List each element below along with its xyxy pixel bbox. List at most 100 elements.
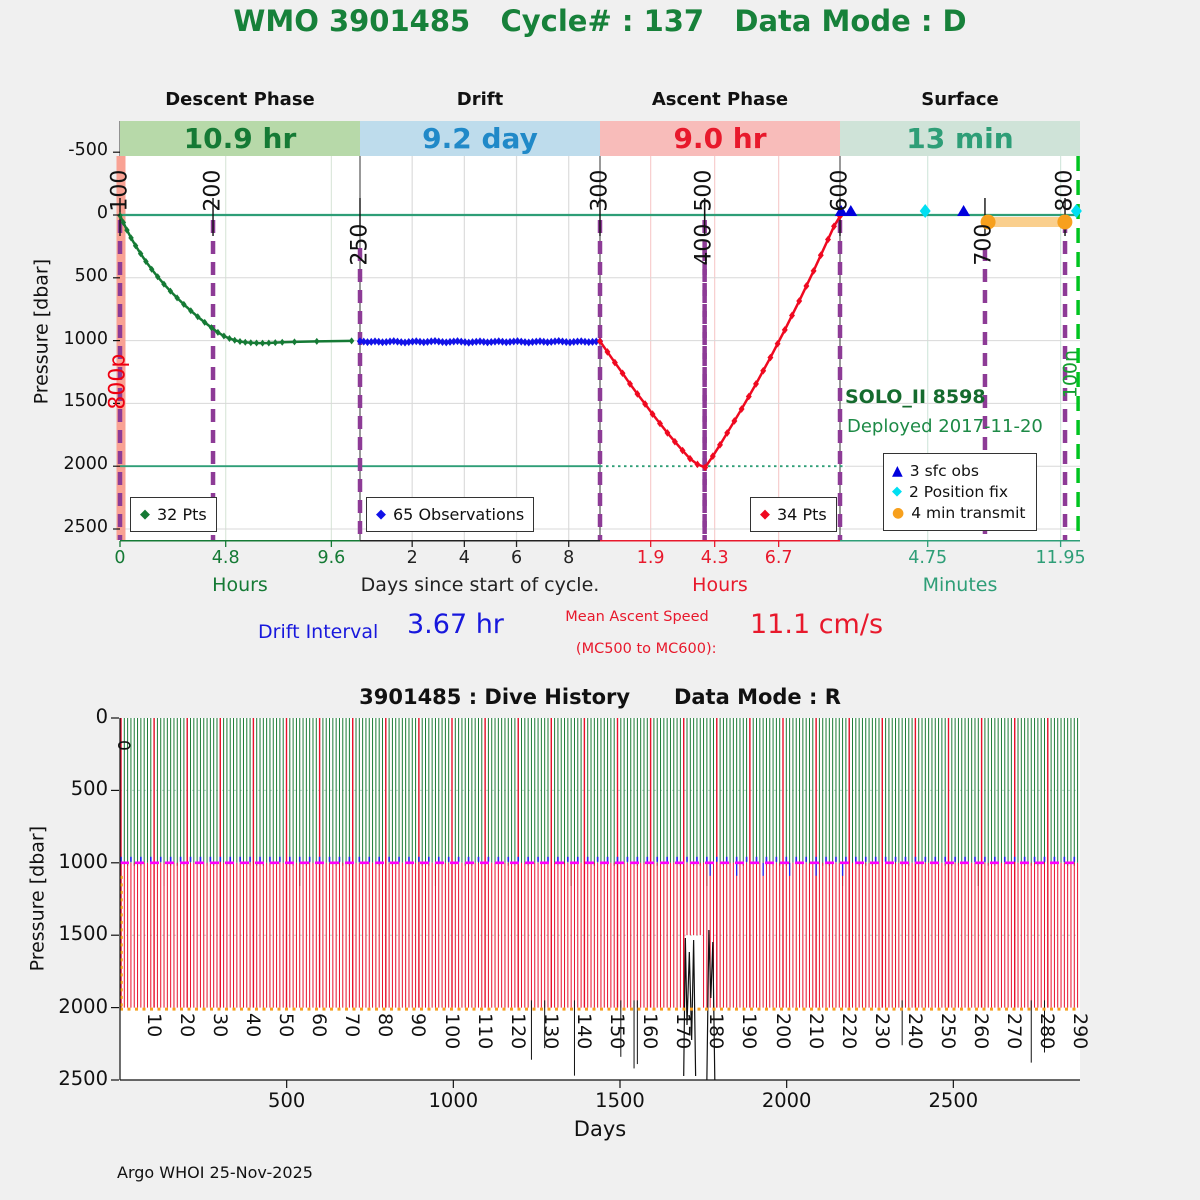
descent-point [221,332,227,340]
duration-badge-surface: 13 min [840,121,1080,156]
anomaly-cluster-trace [683,937,697,1077]
drift-point [544,338,551,347]
ascent-point [774,339,781,348]
ascent-speed-label-line1: Mean Ascent Speed [565,609,709,625]
drift-point [465,338,472,347]
drift-point [428,337,435,346]
ascent-point [604,348,611,356]
legend-ascent: ◆ 34 Pts [750,497,837,532]
ascent-point [810,267,817,275]
ascent-point [796,297,803,305]
anomaly-cluster-trace [706,929,716,1081]
duration-badge-descent: 10.9 hr [120,121,360,156]
drift-point [390,337,397,346]
x-axis-title-drift: Days since start of cycle. [360,574,600,596]
cycle-label-80: 80 [374,1013,397,1038]
drift-point [443,338,450,347]
mc-label-700: 700 [971,223,997,266]
sfc-obs-label: 3 sfc obs [909,461,979,480]
cycle-label-70: 70 [341,1013,364,1038]
drift-point [593,337,600,346]
x-tick-label: 8 [563,548,575,568]
y-axis-title-top: Pressure [dbar] [30,258,53,405]
sfc-obs-triangle [957,205,971,216]
cycle-label-140: 140 [572,1013,595,1050]
drift-point [570,337,577,346]
surface-legend-row-transmit: ● 4 min transmit [892,502,1026,523]
ascent-point [753,380,759,388]
drift-point [525,338,532,347]
diamond-marker-icon: ◆ [376,507,386,522]
deployed-date-label: Deployed 2017-11-20 [847,416,1043,437]
duration-badge-ascent: 9.0 hr [600,121,840,156]
ascent-point [767,353,774,362]
descent-point [195,313,201,321]
cycle-label-210: 210 [804,1013,827,1050]
ascent-point [831,222,837,231]
cycle-label-290: 290 [1069,1013,1092,1050]
cycle-label-170: 170 [672,1013,695,1050]
surface-legend-row-sfc-obs: ▲ 3 sfc obs [892,460,1026,481]
x-tick-label: 9.6 [317,548,346,568]
cycle-label-40: 40 [241,1013,264,1038]
drift-point [488,337,495,346]
drift-point [360,337,367,346]
ascent-point [738,405,745,413]
drift-point [566,338,574,347]
x-tick-label: 0 [114,548,126,568]
drift-point [518,337,525,346]
descent-point [161,280,167,288]
descent-point [314,337,320,345]
mc-label-300: 300 [586,169,612,212]
descent-point [266,339,272,347]
phase-header-surface: Surface [921,89,999,110]
y-tick-label: 2000 [63,454,108,475]
ascent-point [679,446,686,455]
descent-point [154,273,161,281]
descent-point [248,339,254,347]
ascent-point [825,235,831,244]
x-tick-label: 4 [458,548,470,568]
descent-point [259,339,266,347]
y-axis-title-bottom: Pressure [dbar] [26,825,49,972]
drift-point [563,337,570,346]
ascent-point [627,380,633,388]
drift-point [409,337,416,346]
drift-point [503,338,510,347]
descent-point [231,336,238,344]
cycle-label-10: 10 [142,1013,165,1038]
descent-point [279,338,285,346]
drift-point [386,337,394,346]
cycle-label-240: 240 [903,1013,926,1050]
drift-point [555,336,562,345]
drift-point [514,337,521,346]
x-tick-label: 1000 [428,1089,479,1112]
drift-point [581,337,589,346]
descent-point [201,318,208,326]
duration-badge-drift: 9.2 day [360,121,600,156]
phase-header-drift: Drift [456,89,504,110]
ascent-speed-value: 11.1 cm/s [750,609,884,640]
surface-end-label: 100n [1059,349,1082,399]
mc-label-800: 800 [1051,169,1077,212]
dive-history-title: 3901485 : Dive History Data Mode : R [359,685,841,709]
ascent-point [789,311,795,320]
cycle-label-30: 30 [208,1013,231,1038]
sfc-obs-triangle [834,205,848,216]
y-tick-label: 500 [74,265,108,286]
x-tick-label: 4.75 [908,548,948,568]
y-tick-label: 1500 [58,922,108,946]
ascent-point [781,326,788,334]
y-tick-label: 2500 [63,517,108,537]
x-tick-label: 2500 [928,1089,979,1112]
mc-label-400: 400 [691,223,717,266]
drift-point [394,337,401,346]
y-tick-label: 2500 [58,1067,108,1090]
drift-point [473,337,480,346]
descent-point [253,339,260,347]
drift-point [469,338,476,347]
x-tick-label: 4.8 [211,548,240,568]
drift-point [398,338,405,347]
x-axis-title-ascent: Hours [692,574,748,596]
